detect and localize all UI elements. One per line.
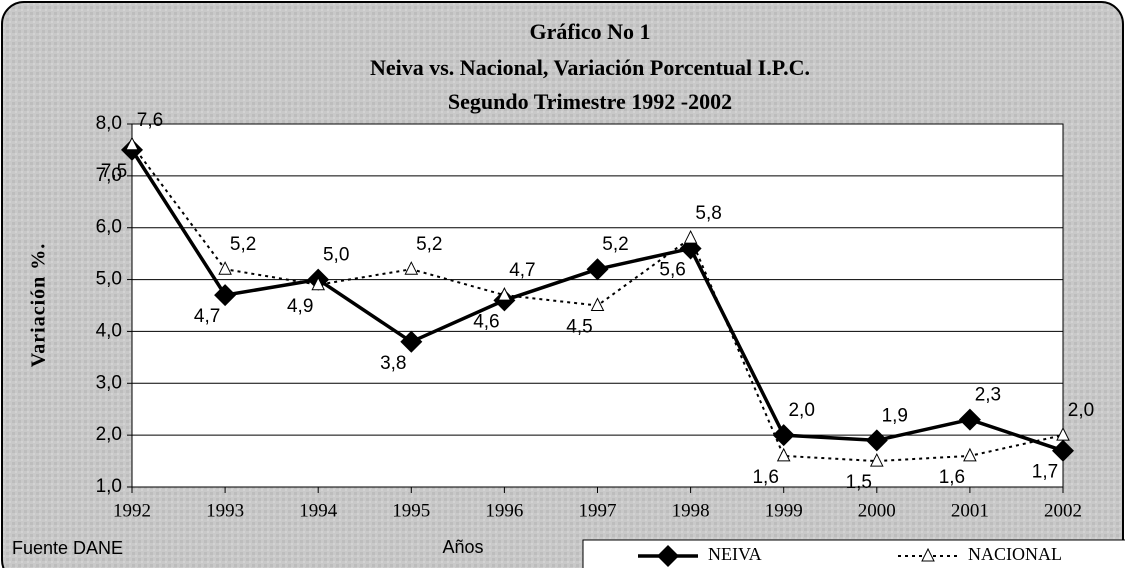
x-tick-label: 1993 — [206, 500, 244, 521]
data-label: 4,9 — [287, 296, 313, 317]
data-label: 1,5 — [846, 472, 872, 493]
x-tick-label: 2000 — [858, 500, 896, 521]
data-label: 5,8 — [695, 203, 721, 224]
data-label: 4,5 — [566, 317, 592, 338]
point-marker — [586, 258, 609, 281]
point-marker — [958, 408, 981, 431]
point-marker — [772, 424, 795, 447]
point-marker — [683, 229, 698, 244]
data-label: 5,2 — [602, 234, 628, 255]
data-label: 5,0 — [323, 245, 349, 266]
data-label: 1,7 — [1032, 462, 1058, 483]
data-label: 4,7 — [509, 260, 535, 281]
data-label: 2,0 — [788, 400, 814, 421]
chart-subtitle: Segundo Trimestre 1992 -2002 — [448, 89, 732, 114]
data-label: 3,8 — [380, 353, 406, 374]
x-tick-label: 2002 — [1044, 500, 1082, 521]
x-tick-label: 1999 — [765, 500, 803, 521]
x-tick-label: 1994 — [299, 500, 338, 521]
y-tick-label: 7,0 — [96, 165, 122, 186]
data-label: 7,5 — [101, 161, 127, 182]
point-marker — [776, 447, 791, 462]
x-tick-label: 1997 — [579, 500, 617, 521]
point-marker — [865, 429, 888, 452]
x-axis-label: Años — [442, 537, 483, 557]
legend-marker — [921, 547, 935, 562]
chart-subtitle: Neiva vs. Nacional, Variación Porcentual… — [370, 55, 810, 80]
y-tick-label: 4,0 — [96, 320, 122, 341]
y-tick-label: 2,0 — [96, 424, 122, 445]
x-tick-label: 1992 — [113, 500, 151, 521]
x-tick-label: 1995 — [392, 500, 430, 521]
point-marker — [125, 136, 139, 151]
legend-marker — [657, 545, 679, 567]
data-label: 5,2 — [416, 234, 442, 255]
x-tick-label: 2001 — [951, 500, 989, 521]
data-label: 1,9 — [882, 405, 908, 426]
point-marker — [497, 287, 512, 301]
data-label: 5,2 — [230, 234, 256, 255]
point-marker — [869, 452, 884, 467]
data-label: 2,3 — [975, 385, 1001, 406]
data-label: 4,6 — [473, 311, 499, 332]
point-marker — [214, 284, 237, 307]
data-label: 7,6 — [137, 110, 163, 131]
legend-label: NEIVA — [708, 544, 762, 564]
point-marker — [1056, 427, 1070, 441]
point-marker — [311, 276, 326, 291]
data-label: 5,6 — [659, 259, 685, 280]
y-tick-label: 8,0 — [96, 113, 122, 134]
point-marker — [963, 447, 977, 462]
data-label: 2,0 — [1068, 400, 1094, 421]
legend-label: NACIONAL — [968, 544, 1062, 564]
data-label: 1,6 — [939, 467, 965, 488]
data-label: 1,6 — [752, 467, 778, 488]
y-tick-label: 5,0 — [96, 269, 122, 290]
point-marker — [218, 261, 232, 275]
x-tick-label: 1996 — [485, 500, 523, 521]
y-axis-label: Variación %. — [28, 243, 50, 368]
point-marker — [1052, 439, 1074, 462]
point-marker — [404, 261, 419, 275]
point-marker — [590, 297, 605, 311]
data-label: 4,7 — [194, 306, 220, 327]
x-tick-label: 1998 — [672, 500, 710, 521]
source-note: Fuente DANE — [12, 538, 123, 558]
y-tick-label: 6,0 — [96, 217, 122, 238]
point-marker — [400, 330, 423, 353]
y-tick-label: 1,0 — [96, 476, 122, 497]
chart-title: Gráfico No 1 — [530, 19, 651, 44]
y-tick-label: 3,0 — [96, 372, 122, 393]
